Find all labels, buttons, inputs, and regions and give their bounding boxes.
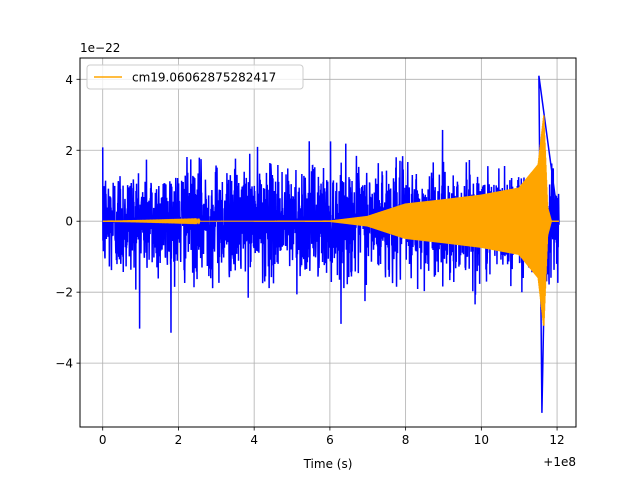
- series-waveform: [102, 115, 559, 326]
- legend: cm19.06062875282417: [86, 64, 304, 90]
- y-tick-label: 0: [65, 215, 73, 229]
- x-tick-label: 12: [549, 433, 564, 447]
- legend-box: [86, 64, 304, 90]
- legend-label: cm19.06062875282417: [132, 71, 276, 85]
- y-tick-label: 2: [65, 144, 73, 158]
- y-tick-label: −4: [55, 357, 73, 371]
- x-offset-label: +1e8: [543, 455, 576, 469]
- y-scale-label: 1e−22: [80, 41, 120, 55]
- x-tick-label: 4: [250, 433, 258, 447]
- x-axis-label: Time (s): [303, 457, 353, 471]
- y-tick-label: 4: [65, 73, 73, 87]
- y-tick-label: −2: [55, 286, 73, 300]
- x-axis-ticks: 0 2 4 6 8 10 12: [99, 427, 565, 447]
- x-tick-label: 0: [99, 433, 107, 447]
- x-tick-label: 10: [474, 433, 489, 447]
- x-tick-label: 8: [402, 433, 410, 447]
- y-axis-ticks: −4 −2 0 2 4: [55, 73, 80, 371]
- x-tick-label: 2: [175, 433, 183, 447]
- series-layer: [101, 75, 560, 413]
- x-tick-label: 6: [326, 433, 334, 447]
- axes-frame: [79, 57, 577, 428]
